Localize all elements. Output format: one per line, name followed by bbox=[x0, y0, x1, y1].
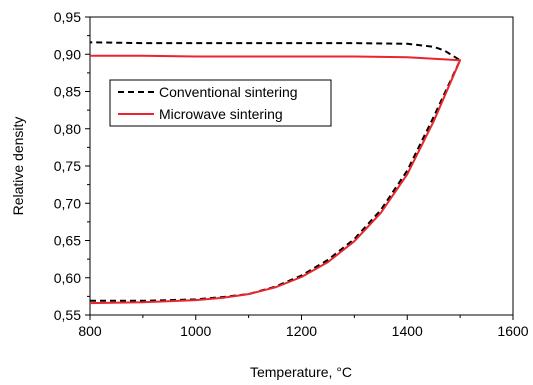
y-axis-title: Relative density bbox=[10, 117, 26, 216]
y-tick-label: 0,60 bbox=[54, 270, 81, 286]
series-line-microwave bbox=[89, 54, 462, 305]
y-tick-label: 0,80 bbox=[54, 121, 81, 137]
x-tick-label: 800 bbox=[78, 323, 102, 339]
y-tick-label: 0,70 bbox=[54, 195, 81, 211]
legend-label-conventional: Conventional sintering bbox=[159, 84, 298, 100]
y-tick-label: 0,90 bbox=[54, 46, 81, 62]
x-tick-label: 1200 bbox=[286, 323, 317, 339]
x-tick-label: 1000 bbox=[180, 323, 211, 339]
plot-frame bbox=[89, 16, 514, 316]
y-tick-label: 0,85 bbox=[54, 84, 81, 100]
legend-label-microwave: Microwave sintering bbox=[159, 106, 283, 122]
series-layer bbox=[89, 41, 462, 305]
y-tick-label: 0,75 bbox=[54, 158, 81, 174]
y-tick-label: 0,95 bbox=[54, 9, 81, 25]
x-tick-label: 1400 bbox=[392, 323, 423, 339]
legend-box bbox=[109, 79, 332, 127]
x-tick-label: 1600 bbox=[497, 323, 528, 339]
y-tick-label: 0,65 bbox=[54, 233, 81, 249]
legend: Conventional sintering Microwave sinteri… bbox=[109, 79, 332, 127]
y-tick-label: 0,55 bbox=[54, 307, 81, 323]
ticks-layer: 800 1000 1200 1400 1600 0,55 0,60 0,65 0,70 0,75 0… bbox=[54, 9, 529, 339]
x-axis-title: Temperature, °C bbox=[250, 364, 352, 380]
